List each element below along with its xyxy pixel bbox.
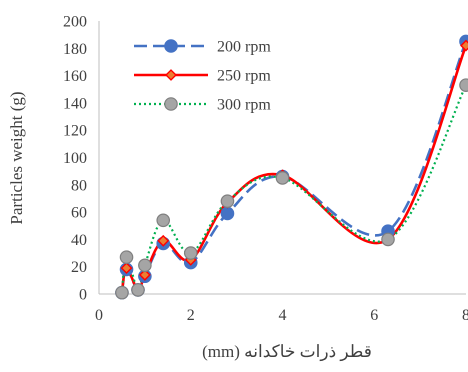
data-point-series-3 (119, 250, 134, 264)
y-tick-label: 60 (71, 205, 87, 222)
data-point-series-3 (183, 246, 198, 260)
data-point-series-3 (275, 171, 290, 185)
legend-marker-1 (164, 39, 178, 53)
series-markers (115, 34, 468, 300)
y-tick-label: 20 (71, 259, 87, 276)
x-tick-label: 6 (370, 307, 378, 324)
tick-labels: 0 20 40 60 80 100 120 140 160 180 200 0 2 4 6 8 (63, 14, 468, 325)
legend-marker-3 (164, 97, 178, 111)
data-point-series-3 (381, 232, 395, 247)
data-point-series-2 (460, 39, 468, 52)
data-point-series-3 (115, 285, 129, 300)
x-tick-label: 0 (95, 307, 103, 324)
data-point-series-3 (156, 213, 171, 228)
axes (98, 21, 466, 295)
data-point-series-3 (220, 194, 235, 208)
legend-label-3: 300 rpm (217, 97, 271, 114)
series-lines (120, 41, 468, 293)
x-axis-label: قطر ذرات خاکدانه (mm) (202, 342, 372, 362)
data-point-series-3 (459, 78, 468, 92)
y-tick-label: 80 (71, 177, 87, 194)
data-point-series-1 (220, 206, 235, 221)
y-tick-label: 0 (79, 287, 87, 304)
series-line-1 (120, 41, 468, 293)
data-point-series-3 (138, 258, 152, 273)
y-axis-label: Particles weight (g) (7, 91, 26, 224)
y-tick-label: 40 (71, 232, 87, 249)
legend-marker-2 (165, 69, 177, 81)
y-tick-label: 140 (63, 95, 87, 112)
y-tick-label: 100 (63, 150, 87, 167)
legend-label-2: 250 rpm (217, 68, 271, 85)
x-tick-label: 8 (462, 307, 468, 324)
data-point-series-2 (138, 268, 151, 281)
y-tick-label: 160 (63, 68, 87, 85)
x-tick-label: 2 (187, 307, 195, 324)
legend: 200 rpm 250 rpm 300 rpm (134, 39, 271, 114)
data-point-series-2 (157, 234, 170, 247)
y-tick-label: 180 (63, 41, 87, 58)
legend-label-1: 200 rpm (217, 39, 271, 56)
x-tick-label: 4 (279, 307, 287, 324)
series-line-2 (120, 45, 468, 293)
y-tick-label: 120 (63, 123, 87, 140)
y-tick-label: 200 (63, 14, 87, 31)
data-point-series-3 (131, 283, 145, 297)
data-point-series-2 (120, 262, 133, 274)
